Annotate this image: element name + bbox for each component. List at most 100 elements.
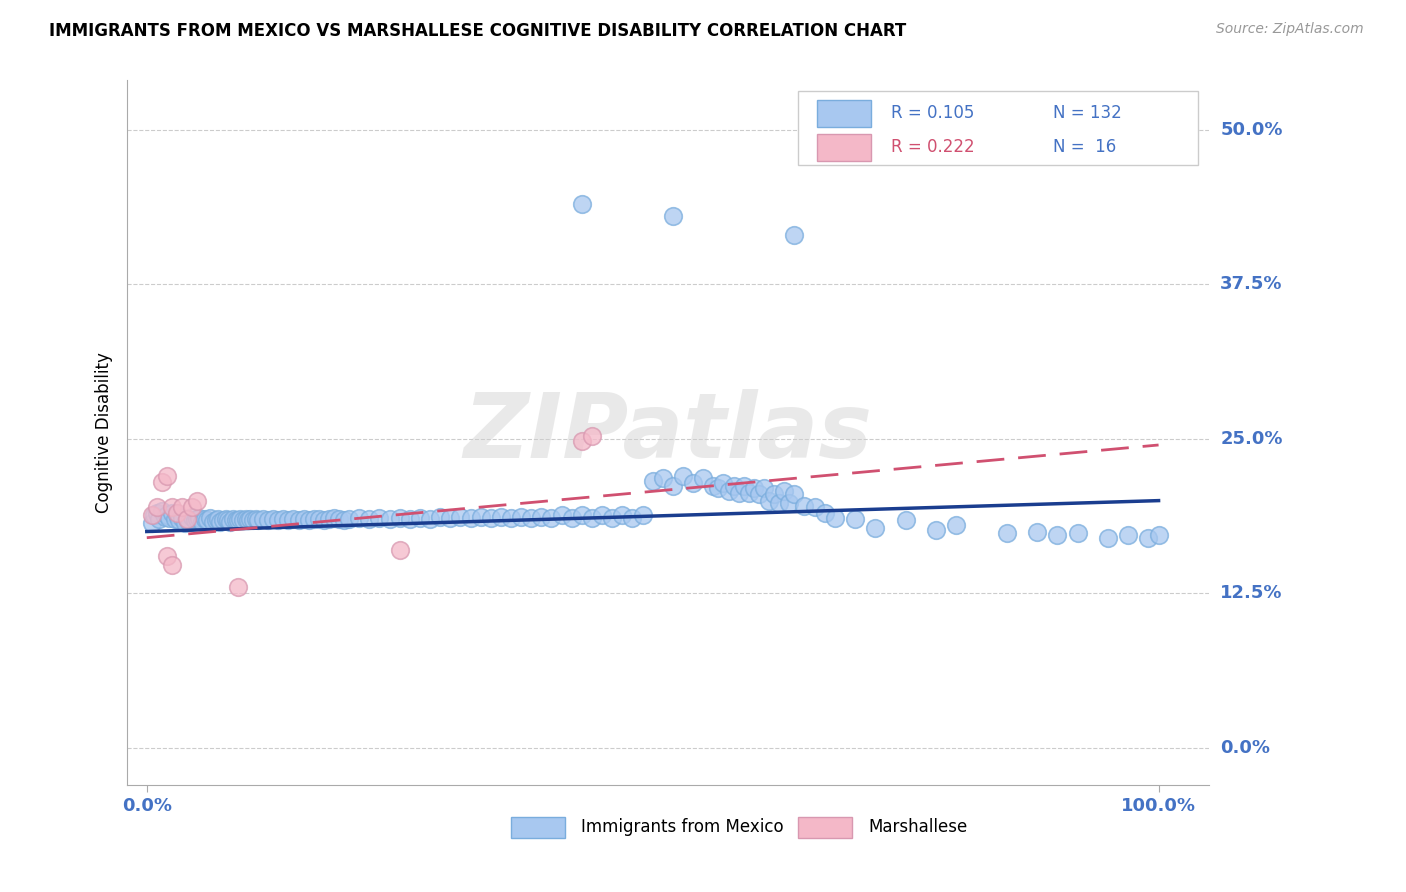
Point <box>621 511 644 525</box>
Text: R = 0.222: R = 0.222 <box>891 138 974 156</box>
Point <box>191 515 214 529</box>
Point <box>844 512 866 526</box>
Point <box>641 474 664 488</box>
Point <box>591 508 613 523</box>
Point <box>651 471 673 485</box>
Point <box>1137 531 1160 545</box>
Point <box>571 197 593 211</box>
Point <box>692 471 714 485</box>
Point <box>783 487 806 501</box>
Point <box>247 513 270 527</box>
Point <box>682 476 704 491</box>
Point <box>160 558 183 572</box>
Point <box>925 523 948 537</box>
FancyBboxPatch shape <box>817 100 872 127</box>
Point <box>222 512 245 526</box>
Point <box>174 516 197 530</box>
Point <box>388 511 411 525</box>
Text: Source: ZipAtlas.com: Source: ZipAtlas.com <box>1216 22 1364 37</box>
Point <box>429 509 451 524</box>
Point <box>245 512 267 526</box>
Point <box>157 511 180 525</box>
Point <box>479 511 502 525</box>
Text: N =  16: N = 16 <box>1053 138 1116 156</box>
Point <box>865 521 887 535</box>
Point <box>783 227 806 242</box>
Point <box>702 479 724 493</box>
Text: Immigrants from Mexico: Immigrants from Mexico <box>581 818 785 836</box>
Point <box>146 500 169 514</box>
Point <box>499 511 522 525</box>
Text: 50.0%: 50.0% <box>1220 120 1282 139</box>
Point <box>232 513 254 527</box>
Point <box>176 512 198 526</box>
Point <box>489 509 512 524</box>
Point <box>748 487 770 501</box>
Point <box>141 508 163 523</box>
Point <box>160 506 183 520</box>
Point <box>581 511 603 525</box>
Point <box>550 508 572 523</box>
Point <box>460 511 482 525</box>
Point <box>181 509 204 524</box>
Point <box>600 511 623 525</box>
Point <box>1116 528 1139 542</box>
Text: 37.5%: 37.5% <box>1220 276 1282 293</box>
Point <box>262 512 284 526</box>
Point <box>194 512 217 526</box>
Point <box>181 500 204 514</box>
Point <box>148 512 170 526</box>
Point <box>218 515 240 529</box>
Point <box>226 513 249 527</box>
Text: ZIPatlas: ZIPatlas <box>464 389 872 476</box>
Point <box>328 512 350 526</box>
Point <box>894 513 917 527</box>
Point <box>530 509 553 524</box>
Point <box>439 511 461 525</box>
Point <box>252 512 274 526</box>
Point <box>742 481 765 495</box>
Point <box>717 483 740 498</box>
Point <box>337 512 360 526</box>
Point <box>186 512 208 526</box>
Point <box>257 513 280 527</box>
Point <box>150 503 173 517</box>
FancyBboxPatch shape <box>797 91 1198 165</box>
Point <box>763 487 786 501</box>
Point <box>153 509 176 524</box>
Point <box>778 496 800 510</box>
Point <box>318 512 340 526</box>
Point <box>561 511 583 525</box>
Point <box>945 518 967 533</box>
Point <box>176 512 198 526</box>
FancyBboxPatch shape <box>510 817 565 838</box>
Point <box>378 512 401 526</box>
Point <box>172 500 194 514</box>
Point <box>235 512 257 526</box>
Point <box>156 469 179 483</box>
Text: 0.0%: 0.0% <box>1220 739 1270 757</box>
Point <box>236 513 259 527</box>
Point <box>166 506 188 520</box>
Point <box>277 513 299 527</box>
Point <box>146 506 169 520</box>
Point <box>184 513 207 527</box>
Point <box>768 496 790 510</box>
Point <box>662 209 685 223</box>
Point <box>713 476 735 491</box>
Point <box>520 511 543 525</box>
Point <box>368 511 391 525</box>
Point <box>167 513 190 527</box>
Point <box>581 429 603 443</box>
Point <box>179 515 201 529</box>
Point <box>1026 524 1049 539</box>
Point <box>287 513 309 527</box>
Point <box>166 508 188 523</box>
Point <box>359 512 381 526</box>
Point <box>239 512 262 526</box>
Point <box>160 500 183 514</box>
Point <box>156 549 179 564</box>
Point <box>267 513 290 527</box>
Text: IMMIGRANTS FROM MEXICO VS MARSHALLESE COGNITIVE DISABILITY CORRELATION CHART: IMMIGRANTS FROM MEXICO VS MARSHALLESE CO… <box>49 22 907 40</box>
Point <box>727 486 749 500</box>
